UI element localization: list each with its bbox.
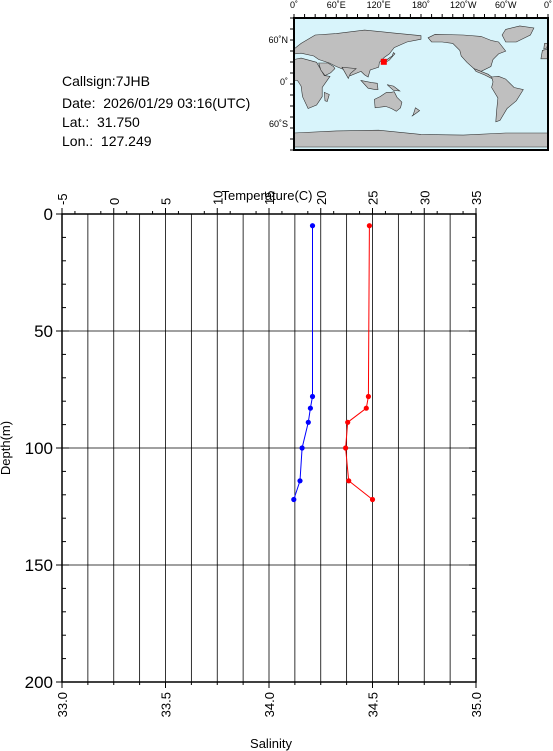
landmass-shape <box>427 33 507 72</box>
map-lon-label: 60˚E <box>327 0 346 10</box>
profile-plot: -5 0 5 10 15 20 25 30 35 33.0 33.5 34.0 34.5 35.0 05… <box>0 188 484 751</box>
station-location-marker <box>380 58 387 65</box>
map-landmasses <box>293 25 549 148</box>
landmass-shape <box>491 75 524 123</box>
data-point <box>309 393 316 400</box>
salinity-axis: 33.0 33.5 34.0 34.5 35.0 <box>55 682 484 717</box>
landmass-shape <box>411 107 421 117</box>
depth-tick-label: 200 <box>25 673 53 692</box>
depth-axis-title: Depth(m) <box>0 421 13 475</box>
data-point <box>307 405 313 411</box>
temperature-tick-label: 15 <box>262 191 277 205</box>
salinity-tick-label: 33.0 <box>55 692 70 717</box>
landmass-shape <box>318 62 336 76</box>
map-lon-label: 120˚W <box>450 0 477 10</box>
temperature-tick-label: 5 <box>159 198 174 205</box>
landmass-shape <box>293 129 549 148</box>
data-point <box>346 478 352 484</box>
latitude-label: Lat.: 31.750 <box>62 114 140 130</box>
temperature-tick-label: 10 <box>210 191 225 205</box>
data-point <box>343 445 349 451</box>
depth-tick-label: 0 <box>44 205 53 224</box>
salinity-axis-title: Salinity <box>250 736 292 751</box>
data-point <box>305 419 311 425</box>
temperature-tick-label: 30 <box>417 191 432 205</box>
temperature-tick-label: 25 <box>366 191 381 205</box>
temperature-tick-label: 35 <box>469 191 484 205</box>
landmass-shape <box>360 80 379 90</box>
plot-grid <box>62 214 476 682</box>
depth-tick-label: 100 <box>25 439 53 458</box>
data-point <box>366 223 372 229</box>
landmass-shape <box>386 84 401 92</box>
data-point <box>345 419 351 425</box>
map-lon-label: 180˚ <box>412 0 430 10</box>
landmass-shape <box>293 29 422 78</box>
salinity-tick-label: 35.0 <box>469 692 484 717</box>
location-map: 0˚ 60˚E 120˚E 180˚ 120˚W 60˚W 0˚ 60˚N 0˚… <box>268 0 552 151</box>
landmass-shape <box>323 91 330 102</box>
landmass-shape <box>501 25 535 43</box>
callsign-label: Callsign:7JHB <box>62 73 150 89</box>
data-point <box>369 496 376 503</box>
data-point <box>309 223 316 229</box>
data-point <box>365 393 371 400</box>
data-point <box>299 445 305 451</box>
map-lon-label: 60˚W <box>495 0 517 10</box>
date-label: Date: 2026/01/29 03:16(UTC) <box>62 95 251 111</box>
temperature-tick-label: -5 <box>55 193 70 205</box>
map-lat-label: 0˚ <box>280 77 288 87</box>
depth-tick-label: 50 <box>34 322 53 341</box>
depth-tick-label: 150 <box>25 556 53 575</box>
landmass-shape <box>374 91 403 112</box>
profile-series <box>291 223 376 503</box>
temperature-axis-title: Temperature(C) <box>221 188 312 203</box>
map-lat-label: 60˚S <box>269 119 288 129</box>
salinity-tick-label: 34.5 <box>366 692 381 717</box>
map-lon-label: 0˚ <box>544 0 552 10</box>
data-point <box>291 496 297 503</box>
temperature-axis: -5 0 5 10 15 20 25 30 35 <box>55 191 484 214</box>
depth-axis: 0 50 100 150 200 <box>25 205 62 692</box>
salinity-tick-label: 33.5 <box>159 692 174 717</box>
data-point <box>363 405 369 411</box>
temperature-tick-label: 20 <box>314 191 329 205</box>
longitude-label: Lon.: 127.249 <box>62 133 152 149</box>
landmass-shape <box>341 66 357 80</box>
map-frame-ticks <box>290 14 549 151</box>
temperature-tick-label: 0 <box>107 198 122 205</box>
landmass-shape <box>384 51 396 64</box>
salinity-tick-label: 34.0 <box>262 692 277 717</box>
map-lon-label: 120˚E <box>367 0 391 10</box>
map-lat-label: 60˚N <box>268 35 288 45</box>
data-point <box>297 478 303 484</box>
map-lon-label: 0˚ <box>290 0 298 10</box>
